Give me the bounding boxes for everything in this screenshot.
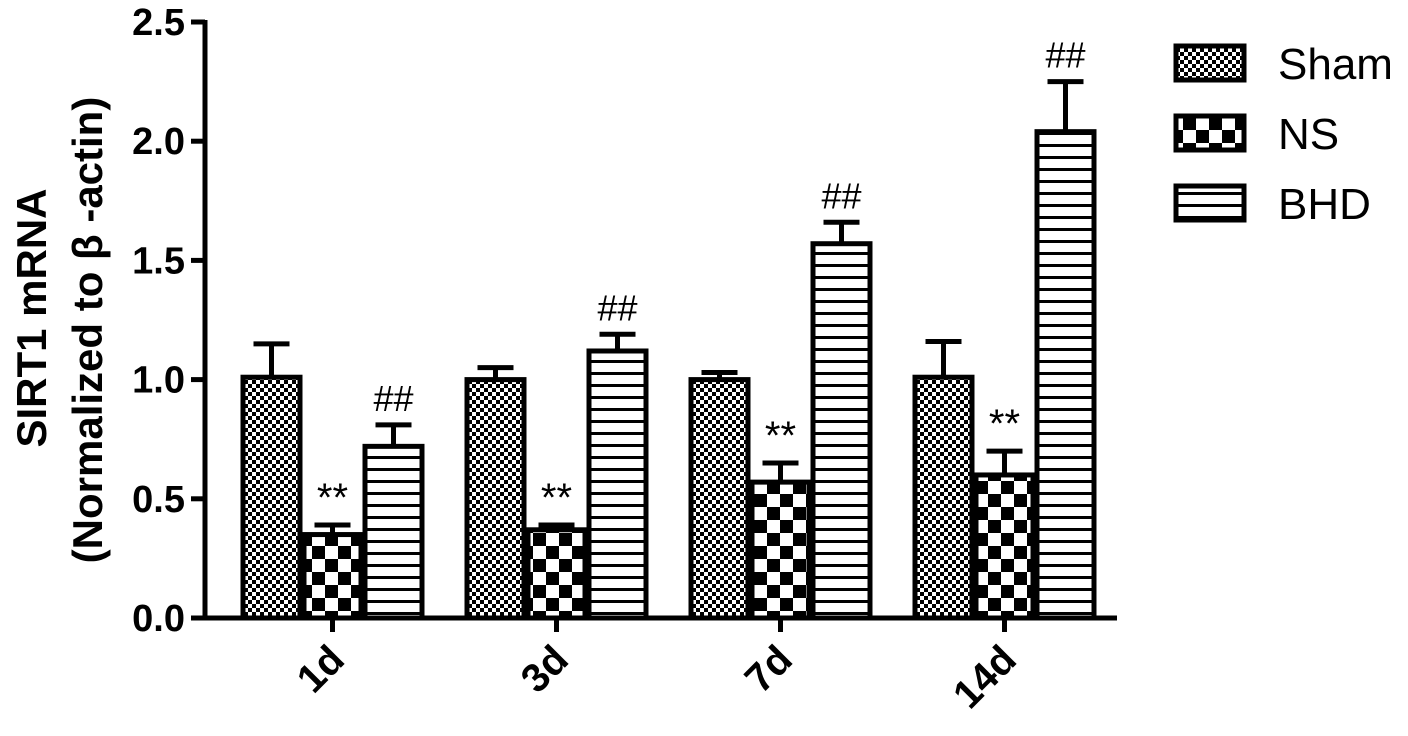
y-tick-label: 1.5 [132,240,185,282]
significance-marker: ** [989,402,1020,446]
bar-bhd-1d [362,443,425,621]
bar-bhd-3d [586,348,649,621]
bar-ns-7d [749,479,812,621]
bar-ns-1d [301,532,364,621]
y-tick-label: 2.0 [132,121,185,163]
y-axis-label-line1: SIRT1 mRNA [8,188,55,447]
significance-marker: ## [1045,35,1085,76]
x-tick-label: 14d [945,637,1025,717]
x-tick-label: 3d [513,637,577,701]
y-tick-label: 0.0 [132,598,185,640]
significance-annotations: ** ## ** ## ** ## ** ## [317,35,1086,520]
significance-marker: ** [541,476,572,520]
x-tick-label: 1d [289,637,353,701]
bar-sham-7d [688,377,751,621]
bar-bhd-14d [1034,129,1097,621]
y-tick-label: 2.5 [132,2,185,44]
legend-swatch-bhd [1173,183,1247,223]
y-axis-label-line2: (Normalized to β -actin) [64,97,111,564]
significance-marker: ## [821,175,861,216]
bar-sham-14d [912,374,975,621]
legend-swatch-sham [1173,43,1247,83]
significance-marker: ** [317,476,348,520]
bar-ns-14d [973,472,1036,621]
bar-sham-3d [464,377,527,621]
y-axis-ticks: 0.0 0.5 1.0 1.5 2.0 2.5 [132,2,205,640]
bar-ns-3d [525,527,588,621]
legend: Sham NS BHD [1173,40,1393,229]
legend-label-ns: NS [1278,110,1339,159]
significance-marker: ## [373,378,413,419]
y-axis-label: SIRT1 mRNA (Normalized to β -actin) [8,97,111,564]
legend-label-bhd: BHD [1278,180,1371,229]
significance-marker: ** [765,414,796,458]
bar-sham-1d [240,374,303,621]
error-bars [253,79,1084,535]
y-tick-label: 0.5 [132,479,185,521]
x-tick-label: 7d [737,637,801,701]
bar-bhd-7d [810,241,873,621]
significance-marker: ## [597,287,637,328]
legend-label-sham: Sham [1278,40,1393,89]
x-axis-ticks: 1d 3d 7d 14d [289,618,1025,717]
legend-swatch-ns [1173,113,1247,153]
y-tick-label: 1.0 [132,360,185,402]
bars [240,129,1097,621]
